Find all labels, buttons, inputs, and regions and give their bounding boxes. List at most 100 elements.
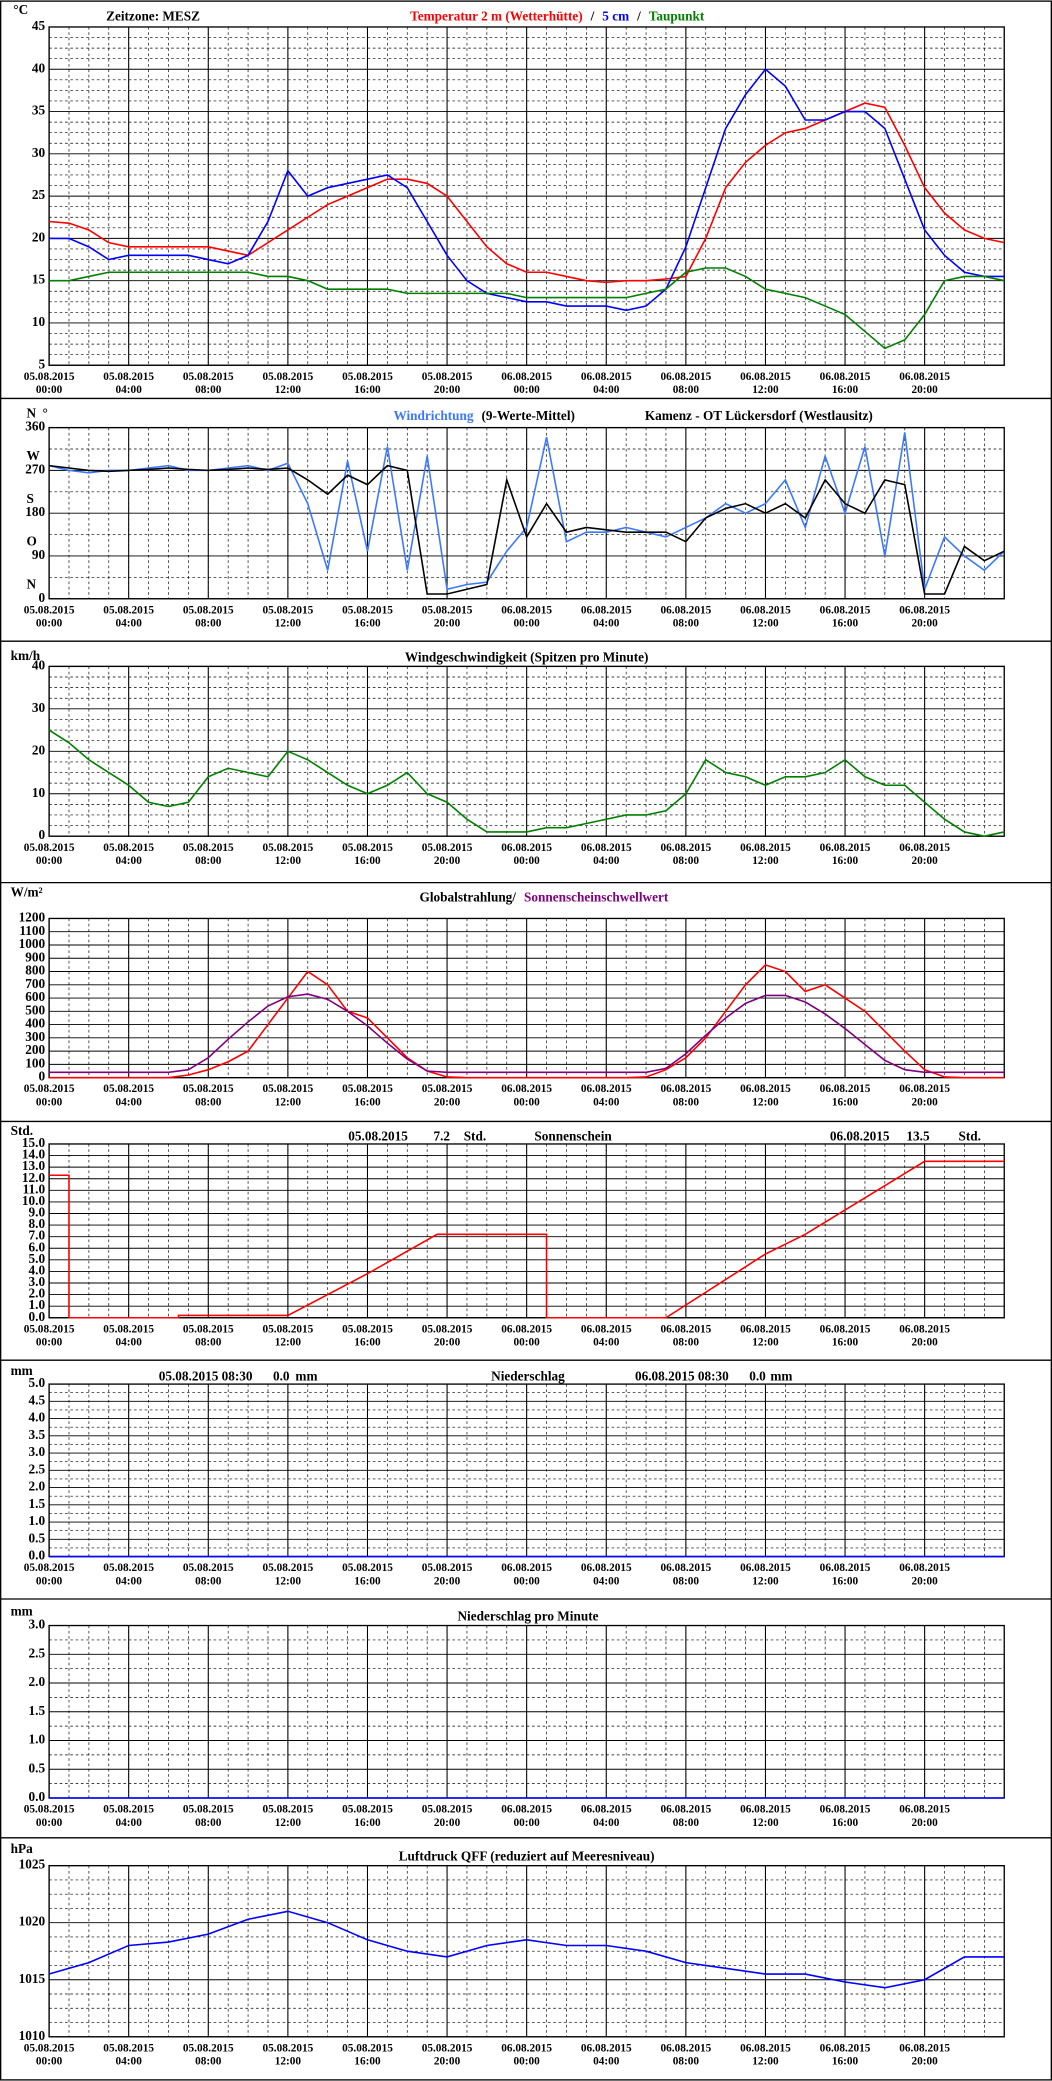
x-tick-label: 05.08.2015 08:00: [182, 1801, 234, 1829]
x-tick-label: 06.08.2015 00:00: [501, 2040, 553, 2068]
x-tick-label: 05.08.2015 12:00: [262, 1801, 314, 1829]
y-tick-label: 700: [25, 976, 45, 991]
y-tick-label: 8.0: [29, 1216, 46, 1231]
y-tick-label: 40: [32, 657, 46, 672]
x-tick-label-box: 06.08.2015 20:00: [899, 603, 950, 630]
plot-frame: [48, 1143, 1005, 1319]
y-tick-label: 10.0: [22, 1193, 46, 1208]
x-tick-label: 05.08.2015 12:00: [262, 369, 314, 396]
x-tick-label: 05.08.2015 20:00: [421, 1801, 473, 1829]
x-tick-label-box: 06.08.2015 04:00: [580, 1081, 632, 1109]
chart-title: Niederschlag pro Minute: [457, 1609, 598, 1624]
x-tick-label: 06.08.2015 08:00: [660, 1321, 712, 1349]
x-tick-label-box: 06.08.2015 12:00: [740, 602, 791, 630]
x-tick-label: 06.08.2015 00:00: [501, 1801, 553, 1829]
x-tick-label-box: 05.08.2015 16:00: [342, 1082, 393, 1109]
x-tick-label: 05.08.2015 16:00: [342, 2040, 393, 2068]
x-tick-label: 06.08.2015 04:00: [580, 2040, 632, 2068]
x-tick-label-box: 06.08.2015 20:00: [899, 840, 950, 867]
y-tick-label: 1.5: [29, 1496, 46, 1511]
x-tick-label: 06.08.2015 16:00: [819, 2040, 871, 2068]
x-tick-label: 06.08.2015 12:00: [740, 1560, 791, 1588]
x-tick-label-box: 05.08.2015 08:00: [183, 1322, 234, 1349]
x-tick-label-box: 06.08.2015 04:00: [580, 1560, 632, 1588]
y-tick-label: 30: [32, 700, 46, 715]
series-line: [49, 267, 1005, 350]
x-tick-label: 06.08.2015 04:00: [580, 369, 632, 396]
x-tick-label-box: 05.08.2015 08:00: [182, 602, 234, 630]
series-line: [49, 1160, 1005, 1319]
x-tick-label-box: 06.08.2015 04:00: [581, 1322, 632, 1349]
x-tick-label: 06.08.2015 00:00: [501, 840, 553, 867]
y-tick-label: 45: [32, 18, 46, 33]
x-tick-label: 06.08.2015 12:00: [740, 840, 791, 867]
total-date: 05.08.2015: [348, 1128, 408, 1143]
x-tick-label: 06.08.2015 04:00: [580, 1560, 632, 1588]
x-tick-label-box: 05.08.2015 04:00: [103, 1321, 155, 1349]
x-tick-label-box: 05.08.2015 12:00: [262, 602, 314, 630]
y-tick-label: 3.0: [29, 1617, 46, 1632]
y-tick-label: 360: [25, 419, 45, 434]
chart-title: Sonnenschein: [534, 1128, 612, 1143]
x-tick-label: 05.08.2015 12:00: [262, 602, 314, 630]
x-tick-label-box: 06.08.2015 20:00: [899, 2041, 950, 2068]
y-tick-label: 4.0: [29, 1262, 46, 1277]
y-tick-label: 1015: [19, 1971, 46, 1986]
x-tick-label-box: 05.08.2015 04:00: [103, 603, 154, 630]
series-line: [48, 464, 1005, 595]
x-tick-label-box: 05.08.2015 16:00: [342, 603, 393, 630]
x-tick-label-box: 05.08.2015 00:00: [24, 1561, 75, 1588]
legend-entry: Taupunkt: [649, 9, 705, 24]
series-line: [49, 963, 1005, 1079]
x-tick-label-box: 06.08.2015 12:00: [740, 840, 791, 867]
y-tick-label: 0: [38, 590, 45, 605]
x-tick-label-box: 06.08.2015 04:00: [580, 2040, 632, 2068]
x-tick-label-box: 06.08.2015 12:00: [740, 1802, 791, 1829]
y-tick-label: 5.0: [29, 1251, 46, 1266]
x-tick-label: 05.08.2015 16:00: [342, 1321, 393, 1349]
x-tick-label: 06.08.2015 04:00: [580, 1081, 632, 1109]
chart-title: Niederschlag: [491, 1369, 565, 1384]
y-tick-label: 1.0: [29, 1297, 46, 1312]
y-unit: °: [42, 405, 47, 420]
x-tick-label: 05.08.2015 08:00: [182, 602, 234, 630]
total-unit: Std.: [959, 1128, 981, 1143]
x-tick-label-box: 05.08.2015 00:00: [24, 1802, 75, 1829]
x-tick-label-box: 05.08.2015 20:00: [421, 1801, 473, 1829]
x-tick-label: 06.08.2015 20:00: [899, 1801, 951, 1829]
x-tick-label-box: 05.08.2015 08:00: [182, 1801, 234, 1829]
y-tick-label: 1.0: [29, 1732, 46, 1747]
compass-label: N: [27, 577, 37, 592]
total-value: 0.0: [749, 1369, 766, 1384]
x-tick-label-box: 05.08.2015 12:00: [263, 1082, 314, 1109]
y-tick-label: 10: [32, 785, 46, 800]
legend-entry: 5 cm: [602, 9, 629, 24]
total-date: 06.08.2015: [830, 1128, 890, 1143]
y-tick-label: 6.0: [29, 1239, 46, 1254]
x-tick-label-box: 05.08.2015 12:00: [263, 2041, 314, 2068]
x-tick-label: 06.08.2015 08:00: [660, 840, 712, 867]
x-tick-label: 06.08.2015 00:00: [501, 602, 553, 630]
x-tick-label: 06.08.2015 12:00: [740, 602, 791, 630]
y-tick-label: 300: [25, 1029, 45, 1044]
y-tick-label: 5.0: [29, 1375, 46, 1390]
x-tick-label: 05.08.2015 04:00: [103, 1321, 155, 1349]
x-tick-label: 05.08.2015 20:00: [421, 1081, 473, 1109]
legend-entry: Temperatur 2 m (Wetterhütte): [410, 9, 583, 24]
y-tick-label: 3.0: [29, 1274, 46, 1289]
x-tick-label-box: 06.08.2015 20:00: [899, 1322, 950, 1349]
x-tick-label: 06.08.2015 20:00: [899, 1560, 951, 1588]
x-tick-label: 06.08.2015 00:00: [501, 1081, 553, 1109]
x-tick-label: 06.08.2015 16:00: [819, 369, 871, 396]
x-tick-label-box: 06.08.2015 16:00: [820, 1802, 871, 1829]
timezone: Zeitzone: MESZ: [106, 9, 200, 24]
y-tick-label: 5: [38, 356, 45, 371]
y-tick-label: 20: [32, 229, 46, 244]
x-tick-label-box: 05.08.2015 16:00: [342, 2040, 393, 2068]
x-tick-label-box: 06.08.2015 12:00: [740, 1322, 791, 1349]
x-tick-label: 06.08.2015 20:00: [899, 1081, 951, 1109]
x-tick-label-box: 05.08.2015 12:00: [263, 1322, 314, 1349]
x-tick-label-box: 06.08.2015 12:00: [740, 1082, 791, 1109]
x-tick-label-box: 06.08.2015 04:00: [581, 840, 632, 867]
legend-separator: /: [590, 9, 595, 24]
